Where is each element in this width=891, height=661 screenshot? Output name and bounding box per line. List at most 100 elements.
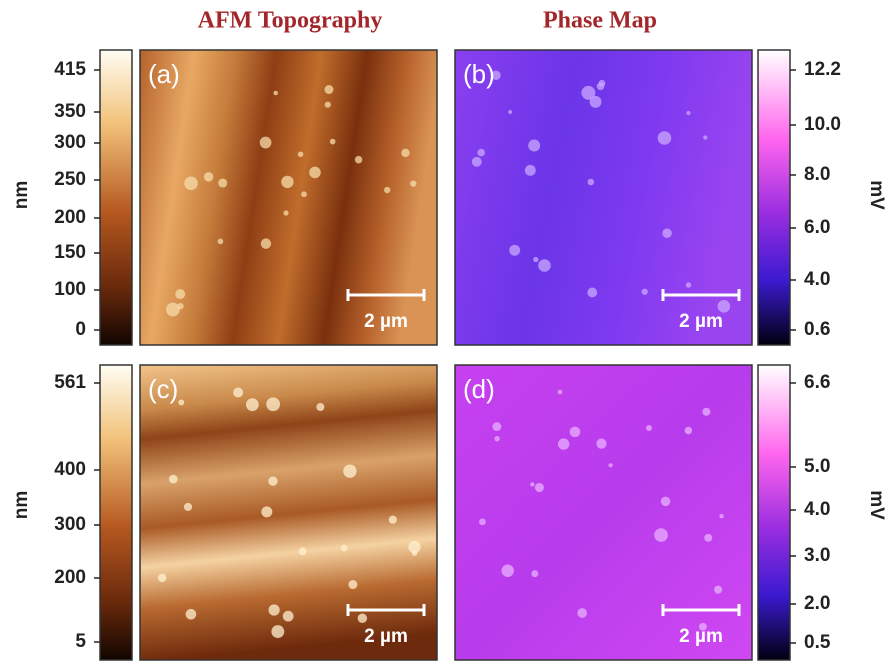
surface-grain — [281, 176, 293, 188]
surface-grain — [558, 438, 569, 449]
surface-grain — [218, 239, 224, 245]
colorbar-tick-label: 4.0 — [804, 499, 830, 520]
surface-grain — [577, 608, 587, 618]
afm-image: (a) 2 µm — [140, 50, 437, 345]
afm-image: (c) 2 µm — [140, 365, 437, 660]
surface-grain — [472, 157, 482, 167]
colorbar-tick-label: 350 — [54, 101, 86, 122]
surface-grain — [178, 400, 184, 406]
panel-label: (c) — [148, 374, 178, 404]
surface-grain — [177, 303, 183, 309]
colorbar: 4153503002502001501000nm — [11, 50, 132, 345]
surface-grain — [268, 604, 279, 615]
afm-image: (b) 2 µm — [455, 50, 752, 345]
figure: AFM TopographyPhase Map(a)2 µm(b)2 µm(c)… — [0, 0, 891, 661]
surface-grain — [704, 534, 712, 542]
surface-grain — [528, 140, 540, 152]
surface-grain — [299, 547, 307, 555]
surface-grain — [714, 586, 722, 594]
surface-grain — [355, 156, 363, 164]
surface-grain — [501, 565, 514, 578]
colorbar: 12.210.08.06.04.00.6mV — [758, 50, 887, 345]
surface-grain — [246, 398, 259, 411]
colorbar-tick-label: 8.0 — [804, 164, 830, 185]
surface-grain — [525, 165, 536, 176]
surface-grain — [283, 210, 288, 215]
surface-grain — [169, 475, 178, 484]
surface-grain — [260, 137, 272, 149]
colorbar-tick-label: 200 — [54, 207, 86, 228]
colorbar-tick-label: 100 — [54, 279, 86, 300]
colorbar-tick-label: 3.0 — [804, 545, 830, 566]
surface-grain — [646, 425, 652, 431]
surface-grain — [509, 245, 520, 256]
scale-bar-label: 2 µm — [679, 626, 723, 647]
surface-grain — [686, 111, 690, 115]
colorbar-tick-label: 2.0 — [804, 593, 830, 614]
panel-label: (d) — [463, 374, 495, 404]
surface-grain — [531, 570, 538, 577]
panel-label: (a) — [148, 59, 180, 89]
surface-grain — [158, 574, 167, 583]
colorbar-tick-label: 561 — [54, 372, 86, 393]
surface-grain — [570, 427, 581, 438]
surface-grain — [389, 516, 397, 524]
surface-grain — [530, 482, 534, 486]
surface-grain — [301, 191, 307, 197]
surface-grain — [597, 83, 605, 91]
colorbar-tick-label: 0.6 — [804, 319, 830, 340]
surface-grain — [654, 528, 668, 542]
surface-grain — [325, 102, 331, 108]
colorbar-gradient — [758, 365, 790, 660]
colorbar-gradient — [100, 50, 132, 345]
surface-grain — [384, 187, 390, 193]
colorbar-tick-label: 5.0 — [804, 456, 830, 477]
surface-grain — [274, 91, 278, 95]
column-title: AFM Topography — [198, 8, 383, 34]
scale-bar-label: 2 µm — [679, 311, 723, 332]
surface-grain — [508, 110, 512, 114]
afm-image: (d) 2 µm — [455, 365, 752, 660]
surface-grain — [590, 96, 602, 108]
surface-grain — [587, 288, 597, 298]
colorbar-tick-label: 4.0 — [804, 269, 830, 290]
surface-grain — [330, 139, 336, 145]
surface-grain — [261, 506, 272, 517]
colorbar-tick-label: 400 — [54, 459, 86, 480]
surface-grain — [702, 408, 710, 416]
colorbar-gradient — [100, 365, 132, 660]
surface-grain — [401, 149, 409, 157]
scale-bar-label: 2 µm — [364, 626, 408, 647]
scale-bar-label: 2 µm — [364, 311, 408, 332]
surface-grain — [316, 403, 324, 411]
surface-grain — [233, 388, 243, 398]
colorbar-tick-label: 6.6 — [804, 372, 830, 393]
surface-grain — [558, 390, 563, 395]
image-surface — [455, 50, 752, 345]
surface-grain — [661, 497, 671, 507]
surface-grain — [324, 85, 333, 94]
panel-label: (b) — [463, 59, 495, 89]
surface-grain — [175, 289, 185, 299]
surface-grain — [358, 614, 367, 623]
surface-grain — [685, 427, 692, 434]
colorbar-unit: mV — [866, 180, 887, 210]
surface-grain — [204, 172, 214, 182]
surface-grain — [533, 257, 538, 262]
surface-grain — [642, 289, 648, 295]
surface-grain — [538, 259, 551, 272]
surface-grain — [271, 625, 284, 638]
surface-grain — [309, 167, 321, 179]
surface-grain — [686, 282, 691, 287]
surface-grain — [343, 464, 356, 477]
colorbar-tick-label: 10.0 — [804, 114, 841, 135]
surface-grain — [266, 397, 280, 411]
colorbar-tick-label: 300 — [54, 514, 86, 535]
colorbar-unit: nm — [11, 491, 32, 520]
surface-grain — [662, 229, 672, 239]
colorbar-unit: nm — [11, 181, 32, 210]
surface-grain — [410, 180, 416, 186]
surface-grain — [535, 483, 544, 492]
surface-grain — [479, 518, 486, 525]
surface-grain — [341, 545, 348, 552]
